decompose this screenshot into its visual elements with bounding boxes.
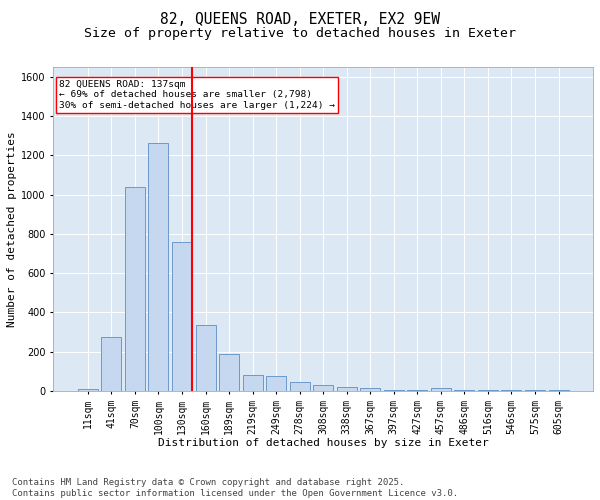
Bar [454, 390, 475, 391]
Bar [101, 337, 121, 391]
Bar [148, 142, 169, 391]
Bar [337, 387, 357, 391]
X-axis label: Distribution of detached houses by size in Exeter: Distribution of detached houses by size … [158, 438, 488, 448]
Bar [478, 390, 498, 391]
Bar [242, 376, 263, 391]
Bar [548, 390, 569, 391]
Bar [290, 382, 310, 391]
Text: 82, QUEENS ROAD, EXETER, EX2 9EW: 82, QUEENS ROAD, EXETER, EX2 9EW [160, 12, 440, 28]
Bar [407, 390, 427, 391]
Text: Size of property relative to detached houses in Exeter: Size of property relative to detached ho… [84, 28, 516, 40]
Bar [431, 388, 451, 391]
Text: Contains HM Land Registry data © Crown copyright and database right 2025.
Contai: Contains HM Land Registry data © Crown c… [12, 478, 458, 498]
Bar [172, 242, 192, 391]
Bar [384, 390, 404, 391]
Y-axis label: Number of detached properties: Number of detached properties [7, 131, 17, 327]
Bar [502, 390, 521, 391]
Bar [78, 389, 98, 391]
Bar [219, 354, 239, 391]
Bar [360, 388, 380, 391]
Text: 82 QUEENS ROAD: 137sqm
← 69% of detached houses are smaller (2,798)
30% of semi-: 82 QUEENS ROAD: 137sqm ← 69% of detached… [59, 80, 335, 110]
Bar [313, 385, 333, 391]
Bar [196, 325, 215, 391]
Bar [125, 186, 145, 391]
Bar [266, 376, 286, 391]
Bar [525, 390, 545, 391]
